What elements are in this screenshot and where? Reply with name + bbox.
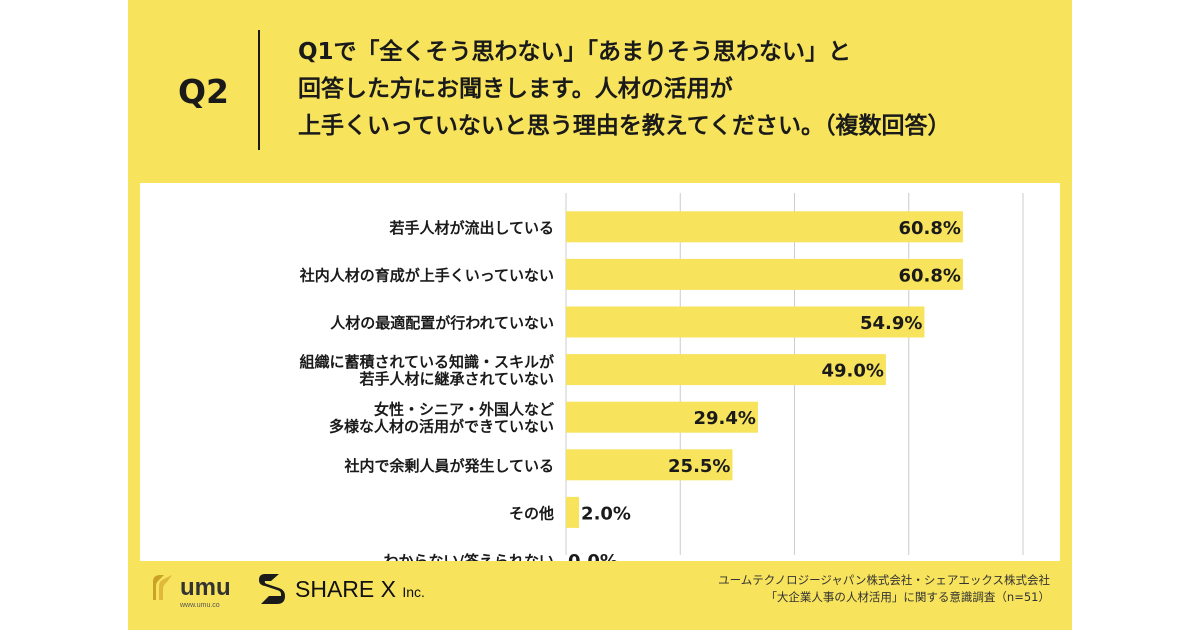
umu-logo-text: umu xyxy=(180,574,231,601)
category-label-7: わからない/答えられない xyxy=(384,552,554,561)
bar-1 xyxy=(566,258,963,290)
question-line-2: 回答した方にお聞きします。人材の活用が xyxy=(298,76,733,102)
sharex-logo: SHARE X Inc. xyxy=(257,570,427,610)
source-line-2: 「大企業人事の人材活用」に関する意識調査（n=51） xyxy=(765,590,1050,604)
umu-mark-icon xyxy=(153,575,172,600)
value-label-7: 0.0% xyxy=(568,551,618,561)
source-note: ユームテクノロジージャパン株式会社・シェアエックス株式会社 「大企業人事の人材活… xyxy=(630,572,1050,606)
category-label-1: 社内人材の育成が上手くいっていない xyxy=(299,266,554,284)
bar-3 xyxy=(566,354,886,386)
category-label-3-1: 若手人材に継承されていない xyxy=(358,370,554,388)
category-label-2: 人材の最適配置が行われていない xyxy=(330,314,554,332)
umu-logo: umu www.umu.co xyxy=(150,568,250,618)
value-label-2: 54.9% xyxy=(860,313,922,334)
question-number: Q2 xyxy=(178,72,230,111)
bar-6 xyxy=(566,496,580,528)
category-label-5: 社内で余剰人員が発生している xyxy=(343,457,554,475)
category-label-0: 若手人材が流出している xyxy=(388,219,554,237)
question-divider xyxy=(258,30,260,150)
bar-2 xyxy=(566,306,925,338)
value-label-3: 49.0% xyxy=(821,361,883,382)
value-label-0: 60.8% xyxy=(898,218,960,239)
value-label-4: 29.4% xyxy=(693,408,755,429)
question-line-1: Q1で「全くそう思わない」「あまりそう思わない」と xyxy=(298,39,852,65)
bar-4 xyxy=(566,401,758,433)
sharex-logo-text: SHARE X Inc. xyxy=(295,576,425,603)
bar-5 xyxy=(566,449,733,481)
value-label-1: 60.8% xyxy=(898,265,960,286)
sharex-inc: Inc. xyxy=(402,584,425,600)
value-label-6: 2.0% xyxy=(581,503,631,524)
category-label-4-1: 多様な人材の活用ができていない xyxy=(329,418,554,436)
yellow-panel: Q2 Q1で「全くそう思わない」「あまりそう思わない」と 回答した方にお聞きしま… xyxy=(128,0,1072,630)
bar-0 xyxy=(566,211,963,243)
category-label-4-0: 女性・シニア・外国人など xyxy=(374,401,554,419)
value-label-5: 25.5% xyxy=(668,456,730,477)
category-label-6: その他 xyxy=(509,504,554,522)
question-line-3: 上手くいっていないと思う理由を教えてください。（複数回答） xyxy=(298,113,951,139)
chart-card: 若手人材が流出している 60.8% 社内人材の育成が上手くいっていない 60.8% 人材… xyxy=(140,183,1060,561)
source-line-1: ユームテクノロジージャパン株式会社・シェアエックス株式会社 xyxy=(718,573,1050,587)
question-text: Q1で「全くそう思わない」「あまりそう思わない」と 回答した方にお聞きします。人… xyxy=(298,34,1058,145)
sharex-name: SHARE X xyxy=(295,576,396,602)
category-label-3-0: 組織に蓄積されている知識・スキルが xyxy=(299,353,555,371)
sharex-mark-icon xyxy=(259,574,285,604)
bar-chart: 若手人材が流出している 60.8% 社内人材の育成が上手くいっていない 60.8% 人材… xyxy=(299,193,1024,561)
umu-url: www.umu.co xyxy=(180,602,220,609)
